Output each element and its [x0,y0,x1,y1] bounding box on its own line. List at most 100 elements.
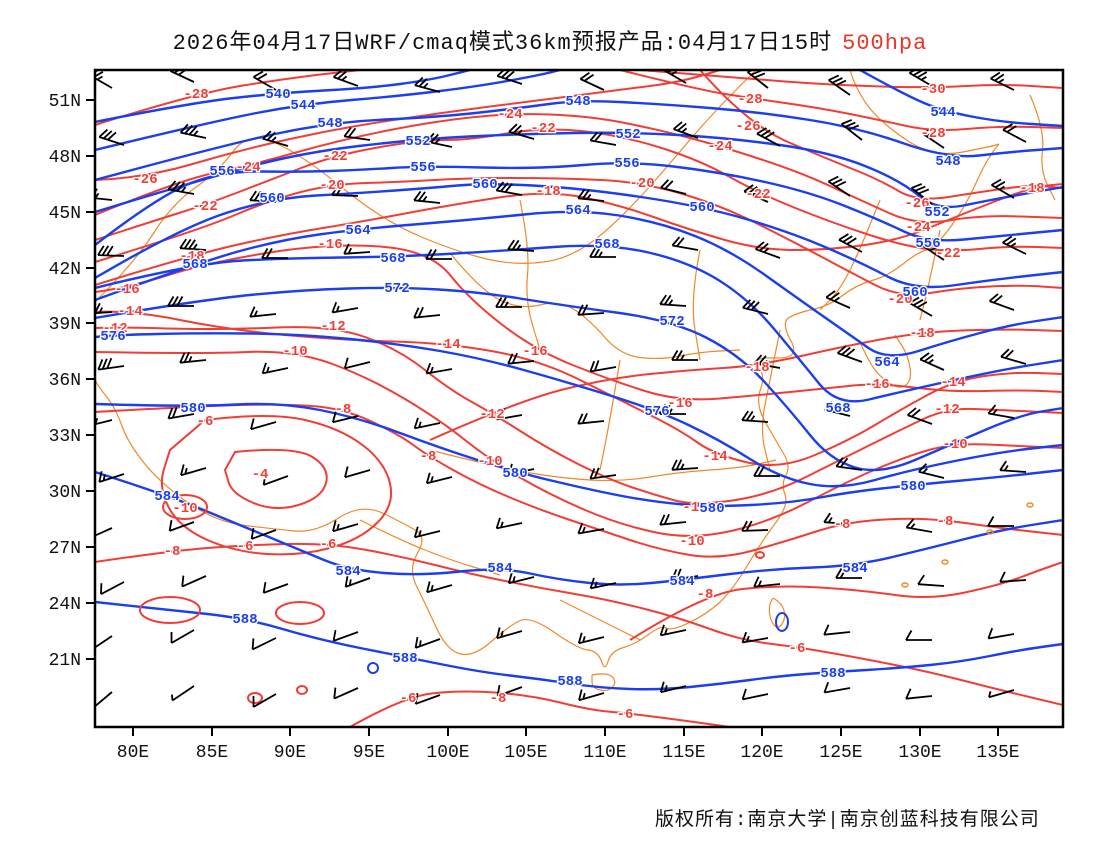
wind-barb [838,233,863,253]
wind-barb-stroke [664,180,674,190]
wind-barb [577,522,605,535]
wind-barb [181,575,207,588]
wind-barb [170,629,195,644]
geo-boundary-line [95,143,1000,668]
wind-barb-stroke [929,135,936,140]
wind-barb [496,684,523,697]
wind-barb [261,362,289,375]
wind-barb-stroke [668,299,674,306]
wind-barb-stroke [659,294,667,305]
wind-barb [659,513,687,526]
wind-barb [756,127,781,147]
wind-barb-stroke [262,130,272,140]
wind-barb [343,357,371,370]
wind-barb [171,685,195,702]
wind-barb-stroke [918,188,930,195]
wind-barb-stroke [824,401,834,411]
wind-barb-stroke [505,70,515,80]
wind-barb [671,459,699,471]
wind-barb-stroke [256,73,268,81]
wind-barb-stroke [262,137,289,147]
wind-barb [671,236,699,251]
lat-label: 30N [49,483,81,503]
geo-boundary-line [599,359,621,471]
wind-barb [999,571,1027,583]
lon-label: 85E [196,743,228,763]
contour-label: -18 [535,184,560,200]
wind-barb [659,681,687,694]
wind-barb [578,689,605,702]
wind-barb-stroke [499,408,506,420]
wind-barb-stroke [426,584,453,594]
wind-barb-stroke [106,357,113,369]
wind-barb-stroke [250,421,277,431]
wind-barb-stroke [991,184,1015,199]
wind-barb-stroke [98,128,109,138]
wind-barb-stroke [747,70,755,73]
wind-barb [577,412,605,425]
wind-barb-stroke [426,581,431,593]
contour-label: 544 [290,98,315,114]
wind-barb [741,520,769,532]
contour-label: 580 [502,466,527,482]
wind-barb-stroke [753,466,761,477]
height-contour-568 [95,244,1063,403]
wind-barb-stroke [993,294,1003,304]
wind-barb [100,581,125,595]
wind-barb-stroke [753,354,763,365]
contour-label: -30 [920,82,945,98]
wind-barb-stroke [1002,129,1027,143]
wind-barb-stroke [664,628,668,635]
wind-barb-stroke [415,694,441,705]
wind-barb-stroke [179,123,189,134]
wind-barb-stroke [994,181,1006,189]
wind-barb [741,410,769,423]
contour-label: -26 [132,172,157,188]
wind-barb-stroke [823,681,830,693]
contour-label: 560 [902,285,927,301]
title-pressure-level: 500hpa [842,31,928,56]
temp-contour--6 [349,690,731,727]
wind-barb-stroke [1000,469,1027,473]
wind-barb-stroke [333,687,359,700]
wind-barb-stroke [671,459,678,471]
contour-label: -10 [172,501,197,517]
height-contour-564 [95,210,1063,357]
wind-barb-stroke [1000,355,1027,365]
wind-barb-stroke [262,367,289,375]
contour-label: -8 [834,517,851,533]
geo-boundary-line [95,70,757,303]
wind-barb [332,520,359,533]
wind-barb-stroke [173,70,181,74]
lat-label: 51N [49,92,81,112]
wind-barb [589,131,617,146]
wind-barb-stroke [842,235,853,243]
wind-barb-stroke [188,125,198,136]
wind-barb-stroke [828,74,840,81]
wind-barb [425,362,453,375]
wind-barb [496,627,523,640]
geo-boundary-line [761,329,781,471]
wind-barb-stroke [517,129,523,135]
wind-barb [495,517,523,530]
wind-barb-stroke [332,523,359,533]
wind-barb [987,627,1015,640]
wind-barb-stroke [580,78,605,91]
wind-barb-stroke [344,575,349,588]
wind-barb-stroke [192,243,198,250]
lon-label: 135E [976,743,1019,763]
wind-barb-stroke [919,358,945,371]
wind-barb-stroke [168,413,195,420]
wind-barb [95,414,113,426]
wind-barb-stroke [504,301,509,308]
wind-barb [917,574,945,587]
wind-barb [659,404,686,415]
wind-barb-stroke [923,354,934,363]
wind-barb-stroke [823,624,830,636]
wind-barb [828,74,851,96]
height-contour-548 [95,100,1063,182]
contour-label: 568 [182,257,207,273]
contour-label: 580 [900,479,925,495]
wind-barb [95,302,113,315]
wind-barb-stroke [988,689,1015,699]
